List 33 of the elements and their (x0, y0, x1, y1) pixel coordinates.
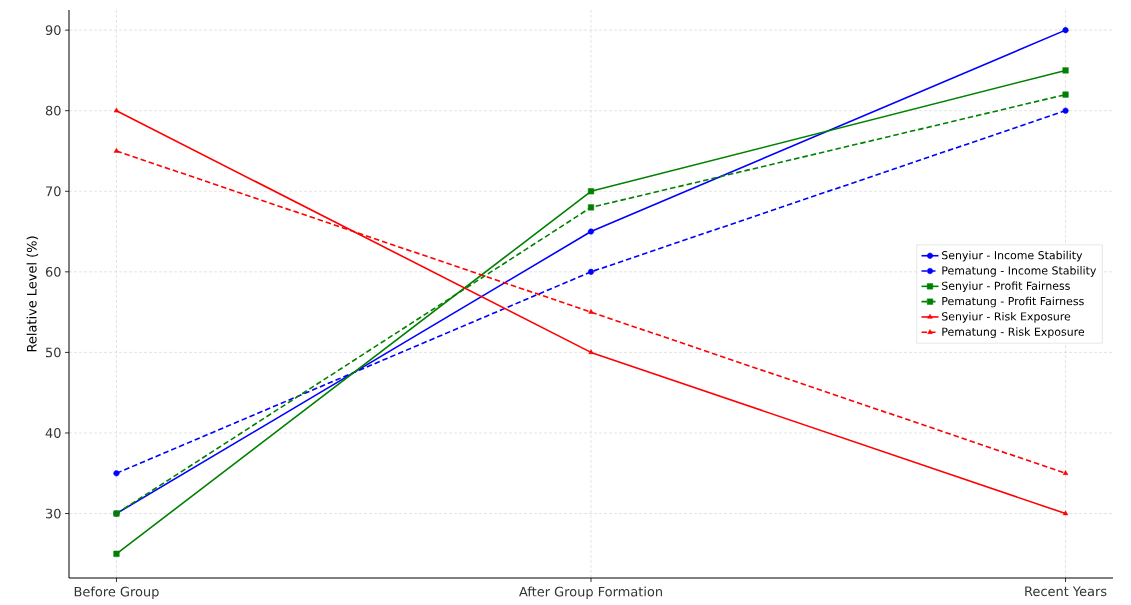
point (588, 309, 594, 314)
legend-label: Pematung - Risk Exposure (942, 327, 1085, 338)
legend-label: Senyiur - Risk Exposure (942, 312, 1071, 323)
legend-label: Pematung - Profit Fairness (942, 296, 1084, 308)
y-tick-label: 50 (46, 347, 61, 358)
point (588, 349, 594, 355)
point (587, 228, 595, 235)
y-tick-label: 90 (45, 25, 61, 36)
y-tick-label: 70 (46, 186, 61, 197)
legend-label: Pematung - Income Stability (942, 266, 1097, 277)
y-tick-label: 40 (45, 428, 61, 438)
y-tick-label: 30 (45, 508, 61, 519)
point (587, 204, 595, 211)
legend-label: Senyiur - Profit Fairness (942, 281, 1070, 293)
y-tick-label: 80 (45, 105, 61, 116)
x-tick-label: Recent Years (1025, 586, 1107, 597)
point (113, 550, 120, 557)
point (113, 107, 120, 113)
point (1062, 67, 1069, 74)
x-tick-label: After Group Formation (519, 586, 662, 600)
y-axis-title: Relative Level (%) (26, 236, 39, 352)
point (1062, 470, 1069, 475)
x-tick-label: Before Group (74, 586, 159, 600)
point (587, 188, 595, 195)
point (587, 268, 595, 275)
point (113, 470, 120, 477)
point (1062, 510, 1069, 516)
point (1062, 91, 1069, 98)
y-tick-label: 60 (45, 266, 61, 277)
point (1062, 27, 1069, 34)
legend-label: Senyiur - Income Stability (942, 250, 1083, 262)
point (1062, 107, 1069, 114)
point (113, 147, 120, 153)
